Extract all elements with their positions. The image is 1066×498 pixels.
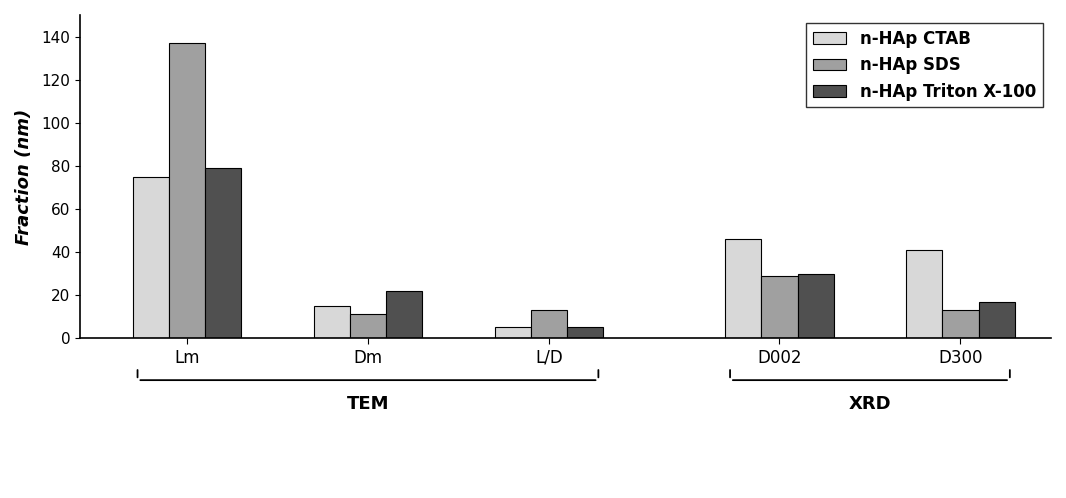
Bar: [205, 168, 241, 338]
Bar: [761, 276, 797, 338]
Bar: [350, 314, 386, 338]
Bar: [313, 306, 350, 338]
Legend: n-HAp CTAB, n-HAp SDS, n-HAp Triton X-100: n-HAp CTAB, n-HAp SDS, n-HAp Triton X-10…: [806, 23, 1043, 108]
Bar: [942, 310, 979, 338]
Y-axis label: Fraction (nm): Fraction (nm): [15, 109, 33, 245]
Text: TEM: TEM: [346, 395, 389, 413]
Bar: [495, 327, 531, 338]
Bar: [979, 301, 1015, 338]
Bar: [906, 250, 942, 338]
Bar: [132, 177, 168, 338]
Bar: [168, 43, 205, 338]
Bar: [531, 310, 567, 338]
Bar: [725, 239, 761, 338]
Bar: [567, 327, 603, 338]
Text: XRD: XRD: [849, 395, 891, 413]
Bar: [386, 291, 422, 338]
Bar: [797, 273, 834, 338]
